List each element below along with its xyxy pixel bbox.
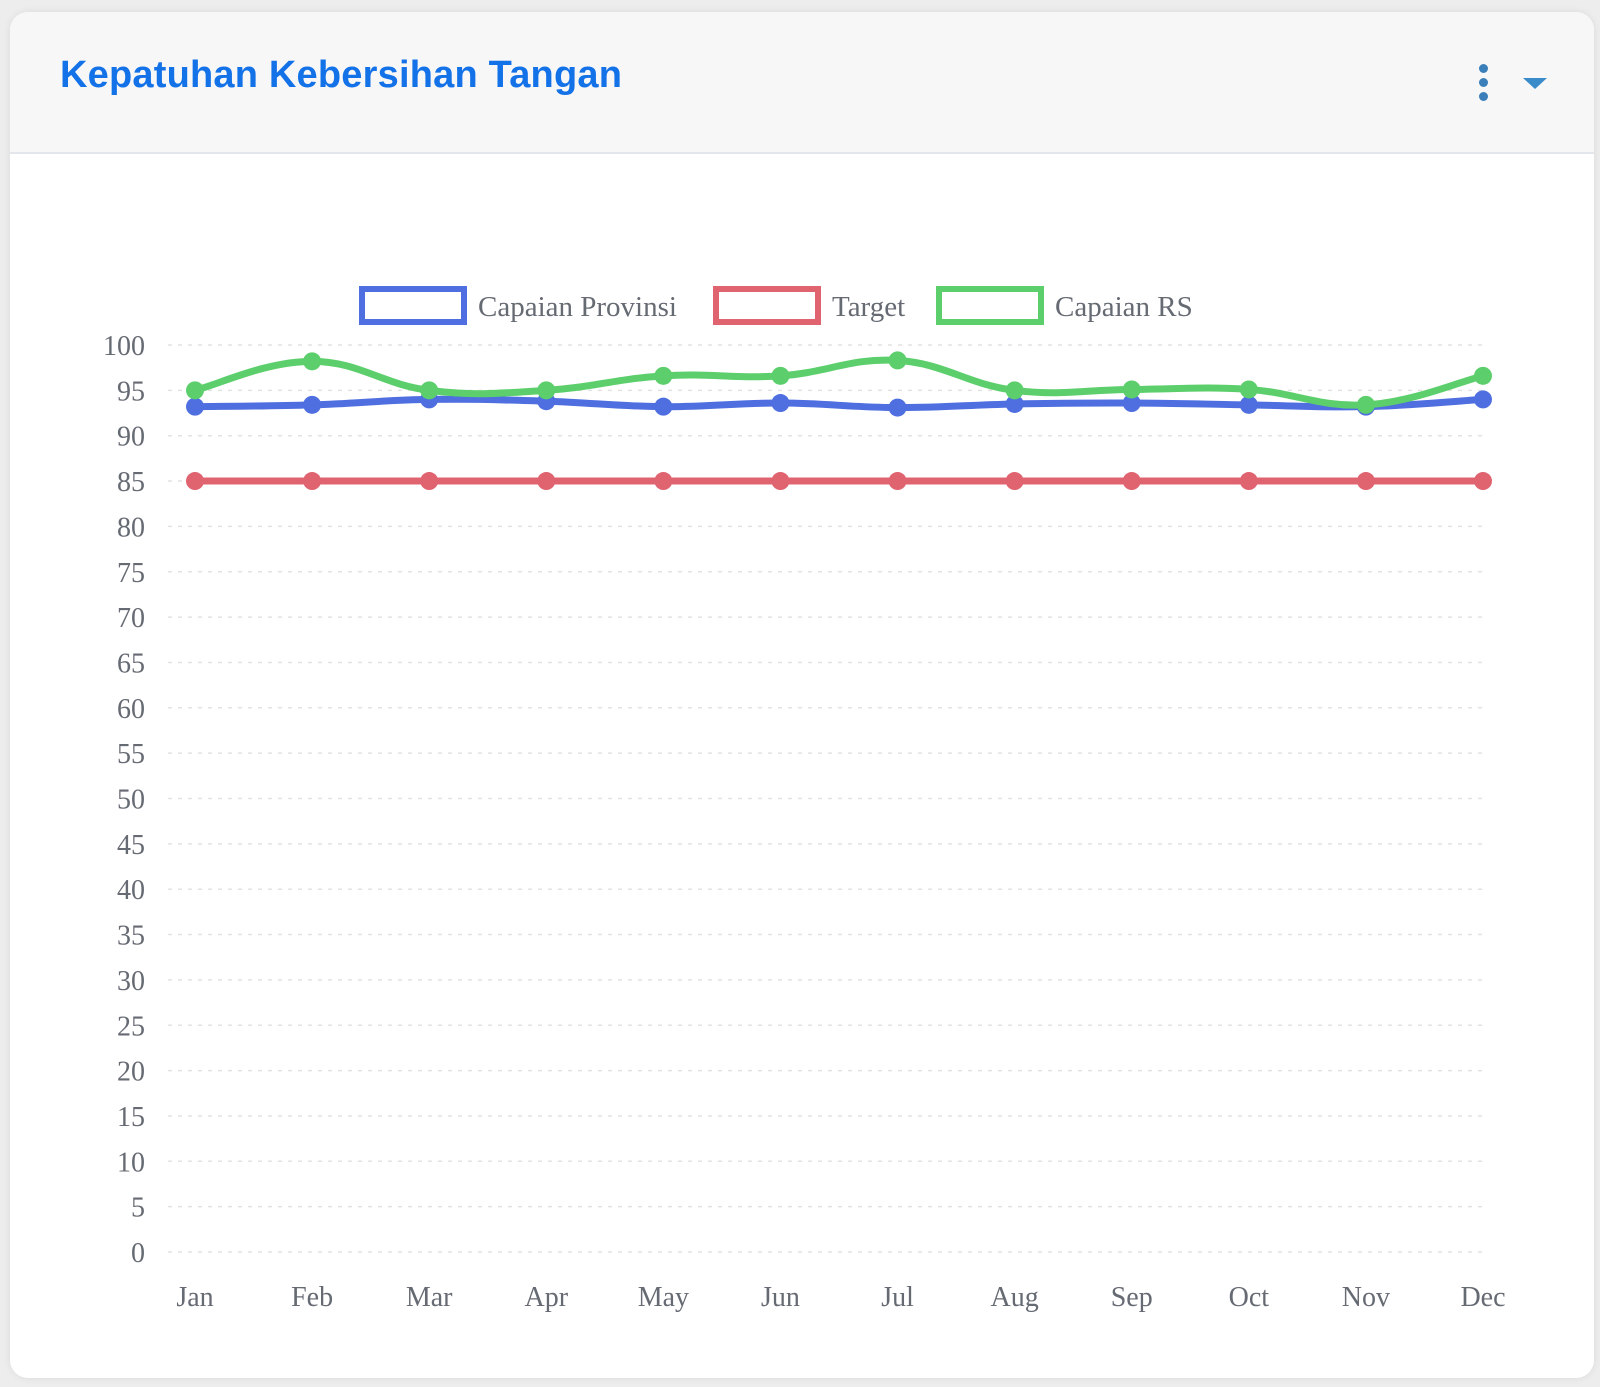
y-tick-label: 40 [117, 875, 145, 906]
y-tick-label: 45 [117, 830, 145, 861]
legend-label: Capaian RS [1055, 291, 1193, 323]
y-tick-label: 65 [117, 648, 145, 679]
data-point [1474, 472, 1492, 491]
data-point [303, 352, 322, 371]
data-point [1356, 395, 1375, 414]
x-tick-label: Feb [291, 1282, 333, 1313]
y-tick-label: 5 [131, 1193, 145, 1224]
data-point [771, 472, 790, 491]
series-line [191, 395, 1487, 412]
data-point [537, 472, 556, 491]
legend-swatch [713, 286, 821, 325]
vertical-ellipsis-icon[interactable] [1472, 64, 1496, 104]
y-tick-label: 90 [117, 422, 145, 453]
data-point [771, 366, 790, 385]
data-point [1005, 472, 1024, 491]
y-tick-label: 30 [117, 966, 145, 997]
data-point [654, 397, 673, 416]
x-tick-label: Jan [176, 1282, 213, 1313]
y-tick-label: 15 [117, 1102, 145, 1133]
data-point [1005, 394, 1024, 413]
legend-swatch [359, 286, 467, 325]
x-tick-label: Jun [761, 1282, 800, 1313]
data-point [186, 381, 204, 400]
x-tick-label: Nov [1342, 1282, 1390, 1313]
data-point [1239, 395, 1258, 414]
y-tick-label: 20 [117, 1057, 145, 1088]
data-point [186, 397, 204, 416]
y-tick-label: 70 [117, 603, 145, 634]
data-point [888, 472, 907, 491]
caret-down-icon[interactable] [1523, 78, 1547, 89]
data-point [1239, 472, 1258, 491]
y-tick-label: 80 [117, 512, 145, 543]
y-tick-label: 35 [117, 921, 145, 952]
y-tick-label: 25 [117, 1011, 145, 1042]
data-point [1474, 366, 1492, 385]
y-tick-label: 95 [117, 376, 145, 407]
y-tick-label: 60 [117, 694, 145, 725]
x-tick-label: Mar [406, 1282, 453, 1313]
data-point [303, 472, 322, 491]
x-tick-label: Oct [1229, 1282, 1270, 1313]
x-tick-label: Jul [881, 1282, 914, 1313]
data-point [1122, 394, 1141, 413]
data-point [303, 395, 322, 414]
card-title: Kepatuhan Kebersihan Tangan [60, 54, 623, 96]
data-point [1474, 390, 1492, 409]
legend-label: Capaian Provinsi [478, 291, 677, 323]
data-point [888, 398, 907, 417]
y-tick-label: 85 [117, 467, 145, 498]
x-tick-label: Apr [524, 1282, 568, 1313]
data-point [654, 472, 673, 491]
series-line [191, 356, 1487, 409]
data-point [1356, 472, 1375, 491]
x-tick-label: Sep [1111, 1282, 1153, 1313]
y-tick-label: 75 [117, 558, 145, 589]
data-point [771, 394, 790, 413]
x-tick-label: May [638, 1282, 689, 1313]
data-point [1122, 380, 1141, 399]
data-point [888, 351, 907, 370]
legend-label: Target [832, 291, 905, 323]
data-point [1005, 381, 1024, 400]
x-tick-label: Aug [991, 1282, 1039, 1313]
x-tick-label: Dec [1460, 1282, 1505, 1313]
data-point [537, 381, 556, 400]
data-point [654, 366, 673, 385]
card-header: Kepatuhan Kebersihan Tangan [10, 12, 1594, 154]
data-point [186, 472, 204, 491]
y-tick-label: 50 [117, 785, 145, 816]
y-tick-label: 100 [103, 331, 145, 362]
chart-card: Kepatuhan Kebersihan Tangan [10, 12, 1594, 1378]
legend-swatch [936, 286, 1044, 325]
data-point [1239, 380, 1258, 399]
y-tick-label: 10 [117, 1147, 145, 1178]
data-point [1122, 472, 1141, 491]
data-point [420, 381, 439, 400]
y-tick-label: 0 [131, 1238, 145, 1269]
data-point [420, 472, 439, 491]
y-tick-label: 55 [117, 739, 145, 770]
